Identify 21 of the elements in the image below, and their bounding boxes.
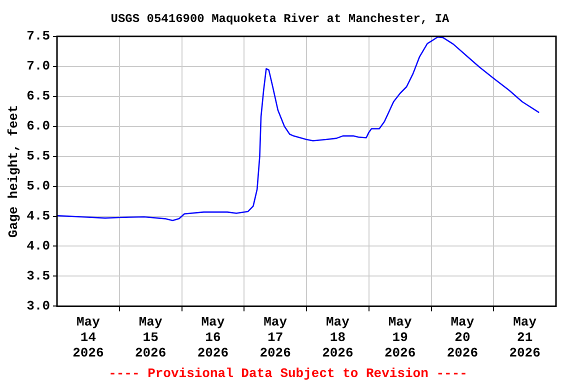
y-tick-label: 7.5 [26, 28, 50, 44]
text: ---- Provisional Data Subject to Revision ---- [108, 366, 468, 381]
x-tick-label: May 14 2026 [72, 314, 104, 360]
x-tick-label: May 17 2026 [260, 314, 292, 360]
y-tick-label: 4.5 [26, 208, 50, 224]
y-tick-label: 3.5 [26, 268, 50, 284]
y-tick-label: 3.0 [26, 298, 50, 314]
x-tick-label: May 20 2026 [446, 314, 478, 360]
x-tick-label: May 18 2026 [322, 314, 354, 360]
y-axis-title: Gage height, feet [6, 104, 22, 238]
x-tick-label: May 21 2026 [509, 314, 541, 360]
y-tick-label: 5.5 [26, 148, 50, 164]
x-tick-label: May 15 2026 [134, 314, 166, 360]
y-tick-label: 6.0 [26, 118, 50, 134]
y-tick-label: 4.0 [26, 238, 50, 254]
y-tick-label: 5.0 [26, 178, 50, 194]
chart-title: USGS 05416900 Maquoketa River at Manchester, IA [110, 12, 450, 26]
x-tick-label: May 19 2026 [384, 314, 416, 360]
y-tick-label: 7.0 [26, 58, 50, 74]
x-tick-label: May 16 2026 [197, 314, 229, 360]
y-tick-label: 6.5 [26, 88, 50, 104]
